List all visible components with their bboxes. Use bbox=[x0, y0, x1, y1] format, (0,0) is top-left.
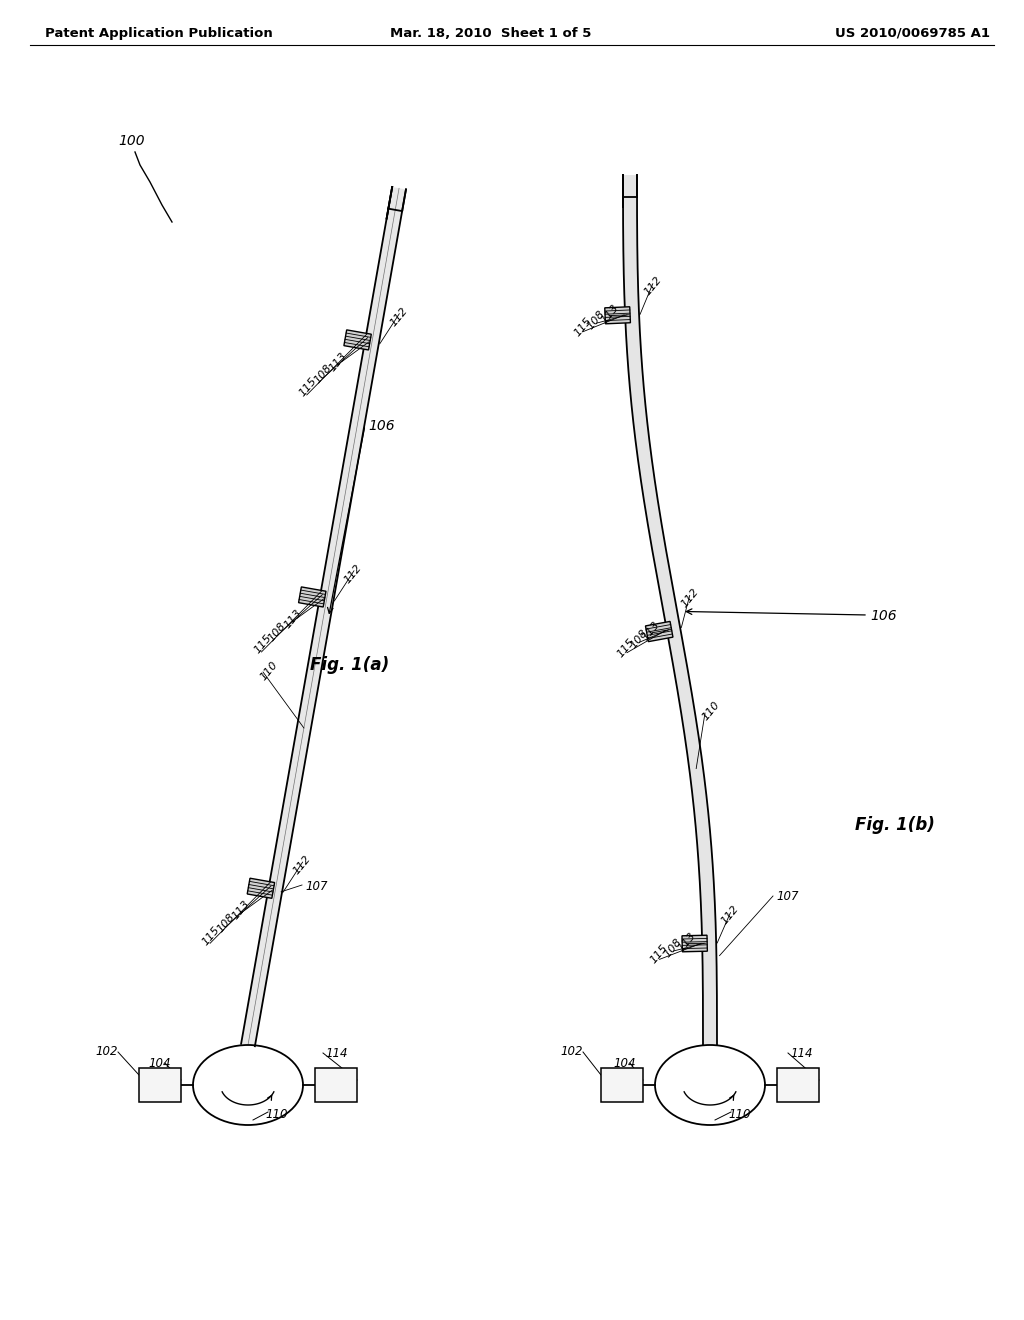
Bar bbox=[139, 1068, 181, 1102]
Text: 108: 108 bbox=[266, 620, 288, 643]
Polygon shape bbox=[344, 330, 372, 350]
Text: 110: 110 bbox=[258, 659, 280, 682]
Text: 106: 106 bbox=[368, 418, 394, 433]
Polygon shape bbox=[682, 935, 708, 952]
Text: 107: 107 bbox=[776, 890, 799, 903]
Text: 108: 108 bbox=[312, 363, 333, 385]
Text: 112: 112 bbox=[388, 305, 410, 329]
Text: 108: 108 bbox=[663, 937, 684, 960]
Text: 115: 115 bbox=[649, 942, 670, 966]
Polygon shape bbox=[247, 878, 274, 899]
Bar bbox=[601, 1068, 643, 1102]
Text: 104: 104 bbox=[148, 1057, 171, 1071]
Polygon shape bbox=[241, 187, 406, 1047]
Text: Fig. 1(b): Fig. 1(b) bbox=[855, 816, 935, 834]
Text: 110: 110 bbox=[265, 1107, 288, 1121]
Text: 112: 112 bbox=[642, 275, 664, 297]
Bar bbox=[777, 1068, 819, 1102]
Text: 113: 113 bbox=[328, 350, 349, 374]
Text: 107: 107 bbox=[305, 880, 328, 894]
Text: 112: 112 bbox=[343, 562, 365, 585]
Polygon shape bbox=[623, 176, 717, 1045]
Text: 113: 113 bbox=[282, 607, 303, 630]
Text: 112: 112 bbox=[292, 854, 312, 876]
Text: 115: 115 bbox=[297, 376, 318, 399]
Polygon shape bbox=[645, 622, 673, 642]
Text: 108: 108 bbox=[628, 628, 649, 651]
Polygon shape bbox=[605, 306, 631, 323]
Text: 102: 102 bbox=[95, 1045, 118, 1059]
Text: 106: 106 bbox=[870, 609, 897, 623]
Text: US 2010/0069785 A1: US 2010/0069785 A1 bbox=[835, 26, 990, 40]
Text: 114: 114 bbox=[325, 1047, 347, 1060]
Text: 113: 113 bbox=[599, 302, 621, 325]
Text: 112: 112 bbox=[679, 586, 700, 609]
Text: 102: 102 bbox=[560, 1045, 583, 1059]
Text: 115: 115 bbox=[571, 315, 593, 338]
Text: 114: 114 bbox=[790, 1047, 812, 1060]
Text: Patent Application Publication: Patent Application Publication bbox=[45, 26, 272, 40]
Text: Fig. 1(a): Fig. 1(a) bbox=[310, 656, 389, 675]
Text: 100: 100 bbox=[118, 135, 144, 148]
Text: 110: 110 bbox=[728, 1107, 751, 1121]
Text: 108: 108 bbox=[215, 911, 237, 935]
Text: Mar. 18, 2010  Sheet 1 of 5: Mar. 18, 2010 Sheet 1 of 5 bbox=[390, 26, 592, 40]
Text: 113: 113 bbox=[641, 619, 663, 643]
Text: 113: 113 bbox=[677, 931, 697, 953]
Text: 108: 108 bbox=[586, 309, 607, 331]
Text: 115: 115 bbox=[252, 632, 273, 656]
Text: 115: 115 bbox=[201, 924, 222, 946]
Text: 110: 110 bbox=[700, 700, 721, 722]
Polygon shape bbox=[299, 587, 326, 607]
Text: 113: 113 bbox=[230, 899, 252, 921]
Bar bbox=[315, 1068, 357, 1102]
Text: 112: 112 bbox=[720, 903, 741, 927]
Text: 115: 115 bbox=[615, 636, 637, 659]
Text: 104: 104 bbox=[613, 1057, 636, 1071]
